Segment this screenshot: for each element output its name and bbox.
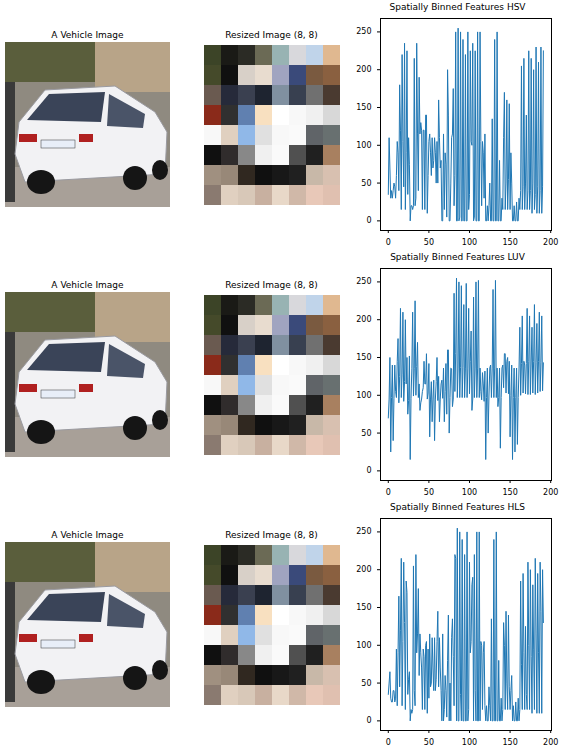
html-text:Resized Image (8, 8): Resized Image (8, 8) xyxy=(225,530,318,540)
svg-text:100: 100 xyxy=(462,238,477,247)
html-text:A Vehicle Image: A Vehicle Image xyxy=(51,30,124,40)
html-text:A Vehicle Image: A Vehicle Image xyxy=(51,530,124,540)
svg-text:0: 0 xyxy=(386,738,391,747)
svg-text:200: 200 xyxy=(356,315,371,324)
svg-text:150: 150 xyxy=(356,603,371,612)
svg-text:100: 100 xyxy=(356,641,371,650)
svg-text:0: 0 xyxy=(366,216,371,225)
svg-text:100: 100 xyxy=(462,488,477,497)
svg-text:50: 50 xyxy=(424,738,434,747)
svg-text:200: 200 xyxy=(543,238,558,247)
svg-text:250: 250 xyxy=(356,527,371,536)
svg-text:100: 100 xyxy=(462,738,477,747)
svg-text:50: 50 xyxy=(424,238,434,247)
svg-text:50: 50 xyxy=(361,429,371,438)
svg-text:150: 150 xyxy=(356,103,371,112)
svg-text:200: 200 xyxy=(356,565,371,574)
svg-text:150: 150 xyxy=(502,738,517,747)
svg-text:200: 200 xyxy=(356,65,371,74)
html-text:A Vehicle Image: A Vehicle Image xyxy=(51,280,124,290)
svg-text:100: 100 xyxy=(356,391,371,400)
html-text:Spatially Binned Features HSV: Spatially Binned Features HSV xyxy=(389,2,526,12)
svg-text:150: 150 xyxy=(502,238,517,247)
html-text:Spatially Binned Features HLS: Spatially Binned Features HLS xyxy=(390,502,525,512)
svg-text:250: 250 xyxy=(356,27,371,36)
svg-text:0: 0 xyxy=(366,466,371,475)
svg-text:100: 100 xyxy=(356,141,371,150)
svg-text:50: 50 xyxy=(361,679,371,688)
svg-text:250: 250 xyxy=(356,277,371,286)
svg-text:0: 0 xyxy=(366,716,371,725)
svg-text:150: 150 xyxy=(502,488,517,497)
svg-text:200: 200 xyxy=(543,488,558,497)
svg-text:50: 50 xyxy=(361,179,371,188)
svg-text:0: 0 xyxy=(386,238,391,247)
svg-text:200: 200 xyxy=(543,738,558,747)
html-text:Resized Image (8, 8): Resized Image (8, 8) xyxy=(225,30,318,40)
html-text:Spatially Binned Features LUV: Spatially Binned Features LUV xyxy=(390,252,525,262)
html-text:Resized Image (8, 8): Resized Image (8, 8) xyxy=(225,280,318,290)
svg-text:50: 50 xyxy=(424,488,434,497)
svg-text:0: 0 xyxy=(386,488,391,497)
svg-text:150: 150 xyxy=(356,353,371,362)
